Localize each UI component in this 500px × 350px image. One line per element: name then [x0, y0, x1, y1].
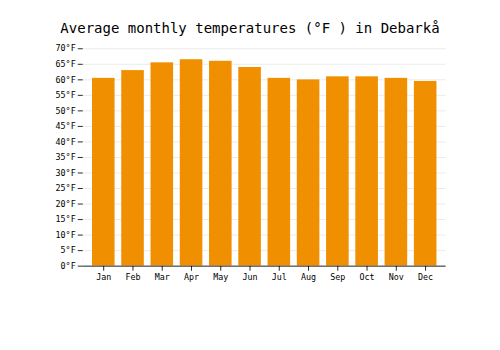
svg-text:Aug: Aug — [301, 272, 316, 282]
svg-text:Nov: Nov — [389, 272, 404, 282]
svg-text:Jan: Jan — [96, 272, 111, 282]
svg-text:Oct: Oct — [359, 272, 374, 282]
svg-text:55°F: 55°F — [56, 90, 76, 100]
svg-text:40°F: 40°F — [56, 137, 76, 147]
svg-text:10°F: 10°F — [56, 230, 76, 240]
svg-text:May: May — [213, 272, 228, 282]
svg-text:Dec: Dec — [418, 272, 433, 282]
svg-text:45°F: 45°F — [56, 121, 76, 131]
svg-text:20°F: 20°F — [56, 199, 76, 209]
svg-text:70°F: 70°F — [56, 43, 76, 53]
svg-text:30°F: 30°F — [56, 168, 76, 178]
svg-text:Apr: Apr — [184, 272, 199, 282]
svg-text:0°F: 0°F — [61, 261, 76, 271]
svg-text:60°F: 60°F — [56, 75, 76, 85]
svg-text:15°F: 15°F — [56, 214, 76, 224]
svg-text:35°F: 35°F — [56, 152, 76, 162]
svg-text:Mar: Mar — [155, 272, 170, 282]
svg-text:5°F: 5°F — [61, 245, 76, 255]
svg-text:50°F: 50°F — [56, 106, 76, 116]
svg-text:Feb: Feb — [125, 272, 140, 282]
svg-text:65°F: 65°F — [56, 59, 76, 69]
svg-text:25°F: 25°F — [56, 183, 76, 193]
svg-text:Jun: Jun — [242, 272, 257, 282]
svg-text:Sep: Sep — [330, 272, 345, 282]
html-text:Average monthly temperatures (: Average monthly temperatures (°F ) in De… — [60, 20, 440, 36]
svg-text:Jul: Jul — [272, 272, 287, 282]
